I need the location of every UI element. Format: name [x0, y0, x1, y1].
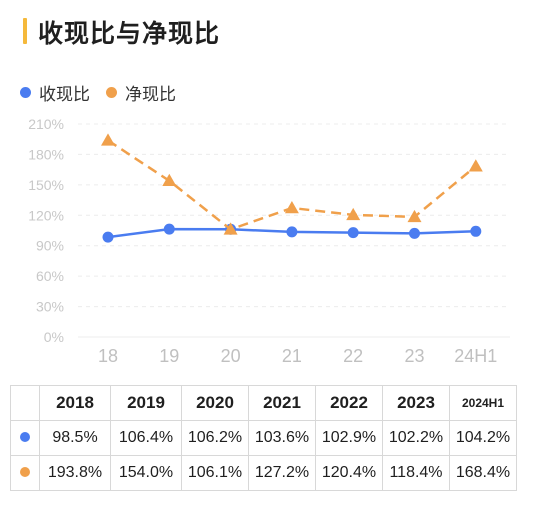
data-point-series-1 — [102, 231, 114, 243]
table-header-row: 2018 2019 2020 2021 2022 2023 2024H1 — [10, 385, 517, 421]
data-point-series-2 — [407, 209, 422, 223]
x-tick-label: 19 — [159, 346, 179, 366]
series-2-dot-icon — [20, 467, 30, 477]
table-cell: 154.0% — [110, 455, 182, 491]
table-header-cell: 2022 — [315, 385, 383, 421]
legend-label-series-2: 净现比 — [125, 85, 176, 104]
table-cell: 103.6% — [248, 420, 316, 456]
data-point-series-1 — [163, 223, 175, 235]
y-tick-label: 90% — [36, 238, 64, 254]
y-tick-label: 120% — [28, 207, 64, 223]
x-tick-label: 22 — [343, 346, 363, 366]
table-cell: 98.5% — [39, 420, 111, 456]
table-cell: 120.4% — [315, 455, 383, 491]
table-row-marker — [10, 455, 40, 491]
data-point-series-2 — [101, 133, 115, 146]
x-tick-label: 24H1 — [454, 346, 497, 366]
data-table: 2018 2019 2020 2021 2022 2023 2024H1 98.… — [10, 385, 517, 491]
y-tick-label: 150% — [28, 177, 64, 193]
table-header-cell: 2020 — [181, 385, 249, 421]
table-header-cell: 2023 — [382, 385, 450, 421]
data-point-series-1 — [470, 225, 482, 237]
table-cell: 106.2% — [181, 420, 249, 456]
table-header-cell: 2019 — [110, 385, 182, 421]
table-cell: 106.4% — [110, 420, 182, 456]
table-corner-cell — [10, 385, 40, 421]
series-1-dot-icon — [20, 432, 30, 442]
chart-title: 收现比与净现比 — [38, 20, 221, 48]
table-header-cell: 2024H1 — [449, 385, 517, 421]
table-header-cell: 2018 — [39, 385, 111, 421]
legend-label-series-1: 收现比 — [39, 85, 90, 104]
table-header-cell: 2021 — [248, 385, 316, 421]
table-cell: 127.2% — [248, 455, 316, 491]
y-tick-label: 30% — [36, 299, 64, 315]
data-point-series-1 — [347, 227, 359, 239]
table-cell: 104.2% — [449, 420, 517, 456]
x-tick-label: 18 — [98, 346, 118, 366]
legend: 收现比 净现比 — [20, 80, 192, 105]
y-tick-label: 0% — [44, 329, 64, 345]
table-cell: 168.4% — [449, 455, 517, 491]
data-point-series-1 — [409, 227, 420, 239]
y-tick-label: 180% — [28, 146, 64, 162]
table-cell: 118.4% — [382, 455, 450, 491]
table-row-marker — [10, 420, 40, 456]
legend-item-series-1: 收现比 — [20, 80, 90, 105]
data-point-series-2 — [162, 173, 177, 187]
data-point-series-2 — [468, 159, 483, 172]
x-tick-label: 20 — [221, 346, 241, 366]
line-chart: 0% 30% 60% 90% 120% 150% 180% 210% 18 19 20 21 22 23 2… — [28, 116, 510, 366]
table-row: 98.5% 106.4% 106.2% 103.6% 102.9% 102.2%… — [10, 420, 517, 456]
legend-swatch-series-1 — [20, 87, 31, 98]
title-accent-bar — [23, 18, 27, 44]
data-point-series-2 — [223, 222, 238, 235]
y-tick-label: 210% — [28, 116, 64, 132]
table-cell: 106.1% — [181, 455, 249, 491]
x-tick-label: 21 — [282, 346, 302, 366]
data-point-series-2 — [346, 207, 361, 221]
legend-item-series-2: 净现比 — [106, 80, 176, 105]
table-cell: 102.9% — [315, 420, 383, 456]
table-cell: 193.8% — [39, 455, 111, 491]
table-cell: 102.2% — [382, 420, 450, 456]
data-point-series-1 — [286, 226, 298, 238]
table-row: 193.8% 154.0% 106.1% 127.2% 120.4% 118.4… — [10, 455, 517, 491]
y-tick-label: 60% — [36, 268, 64, 284]
legend-swatch-series-2 — [106, 87, 117, 98]
x-tick-label: 23 — [404, 346, 424, 366]
data-point-series-2 — [284, 200, 299, 214]
